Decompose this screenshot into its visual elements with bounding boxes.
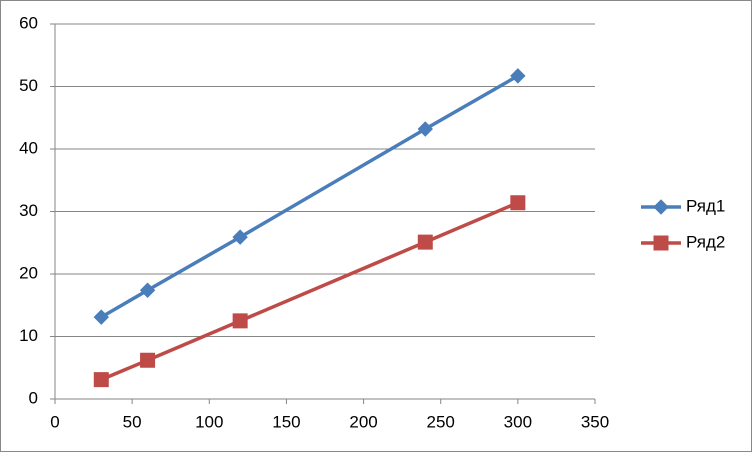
legend-label: Ряд1 — [686, 196, 725, 215]
x-tick-label: 350 — [581, 412, 609, 431]
marker — [510, 195, 526, 211]
marker — [653, 235, 669, 251]
y-tick-label: 10 — [19, 326, 38, 345]
marker — [232, 229, 248, 245]
legend-label: Ряд2 — [686, 232, 725, 251]
marker — [139, 282, 156, 298]
x-tick-label: 300 — [504, 412, 532, 431]
x-tick-label: 200 — [349, 412, 377, 431]
marker — [140, 352, 156, 368]
marker — [93, 309, 109, 325]
x-tick-label: 250 — [427, 412, 455, 431]
x-tick-label: 150 — [272, 412, 300, 431]
marker — [510, 68, 526, 84]
marker — [417, 234, 433, 250]
y-tick-label: 60 — [19, 13, 38, 32]
marker — [93, 372, 109, 388]
y-tick-label: 30 — [19, 201, 38, 220]
y-tick-label: 40 — [19, 138, 38, 157]
y-tick-label: 20 — [19, 263, 38, 282]
x-tick-label: 0 — [50, 412, 59, 431]
marker — [653, 199, 669, 215]
marker — [232, 313, 248, 329]
x-tick-label: 100 — [195, 412, 223, 431]
y-tick-label: 0 — [29, 388, 38, 407]
marker — [417, 121, 433, 137]
y-tick-label: 50 — [19, 76, 38, 95]
x-tick-label: 50 — [123, 412, 142, 431]
